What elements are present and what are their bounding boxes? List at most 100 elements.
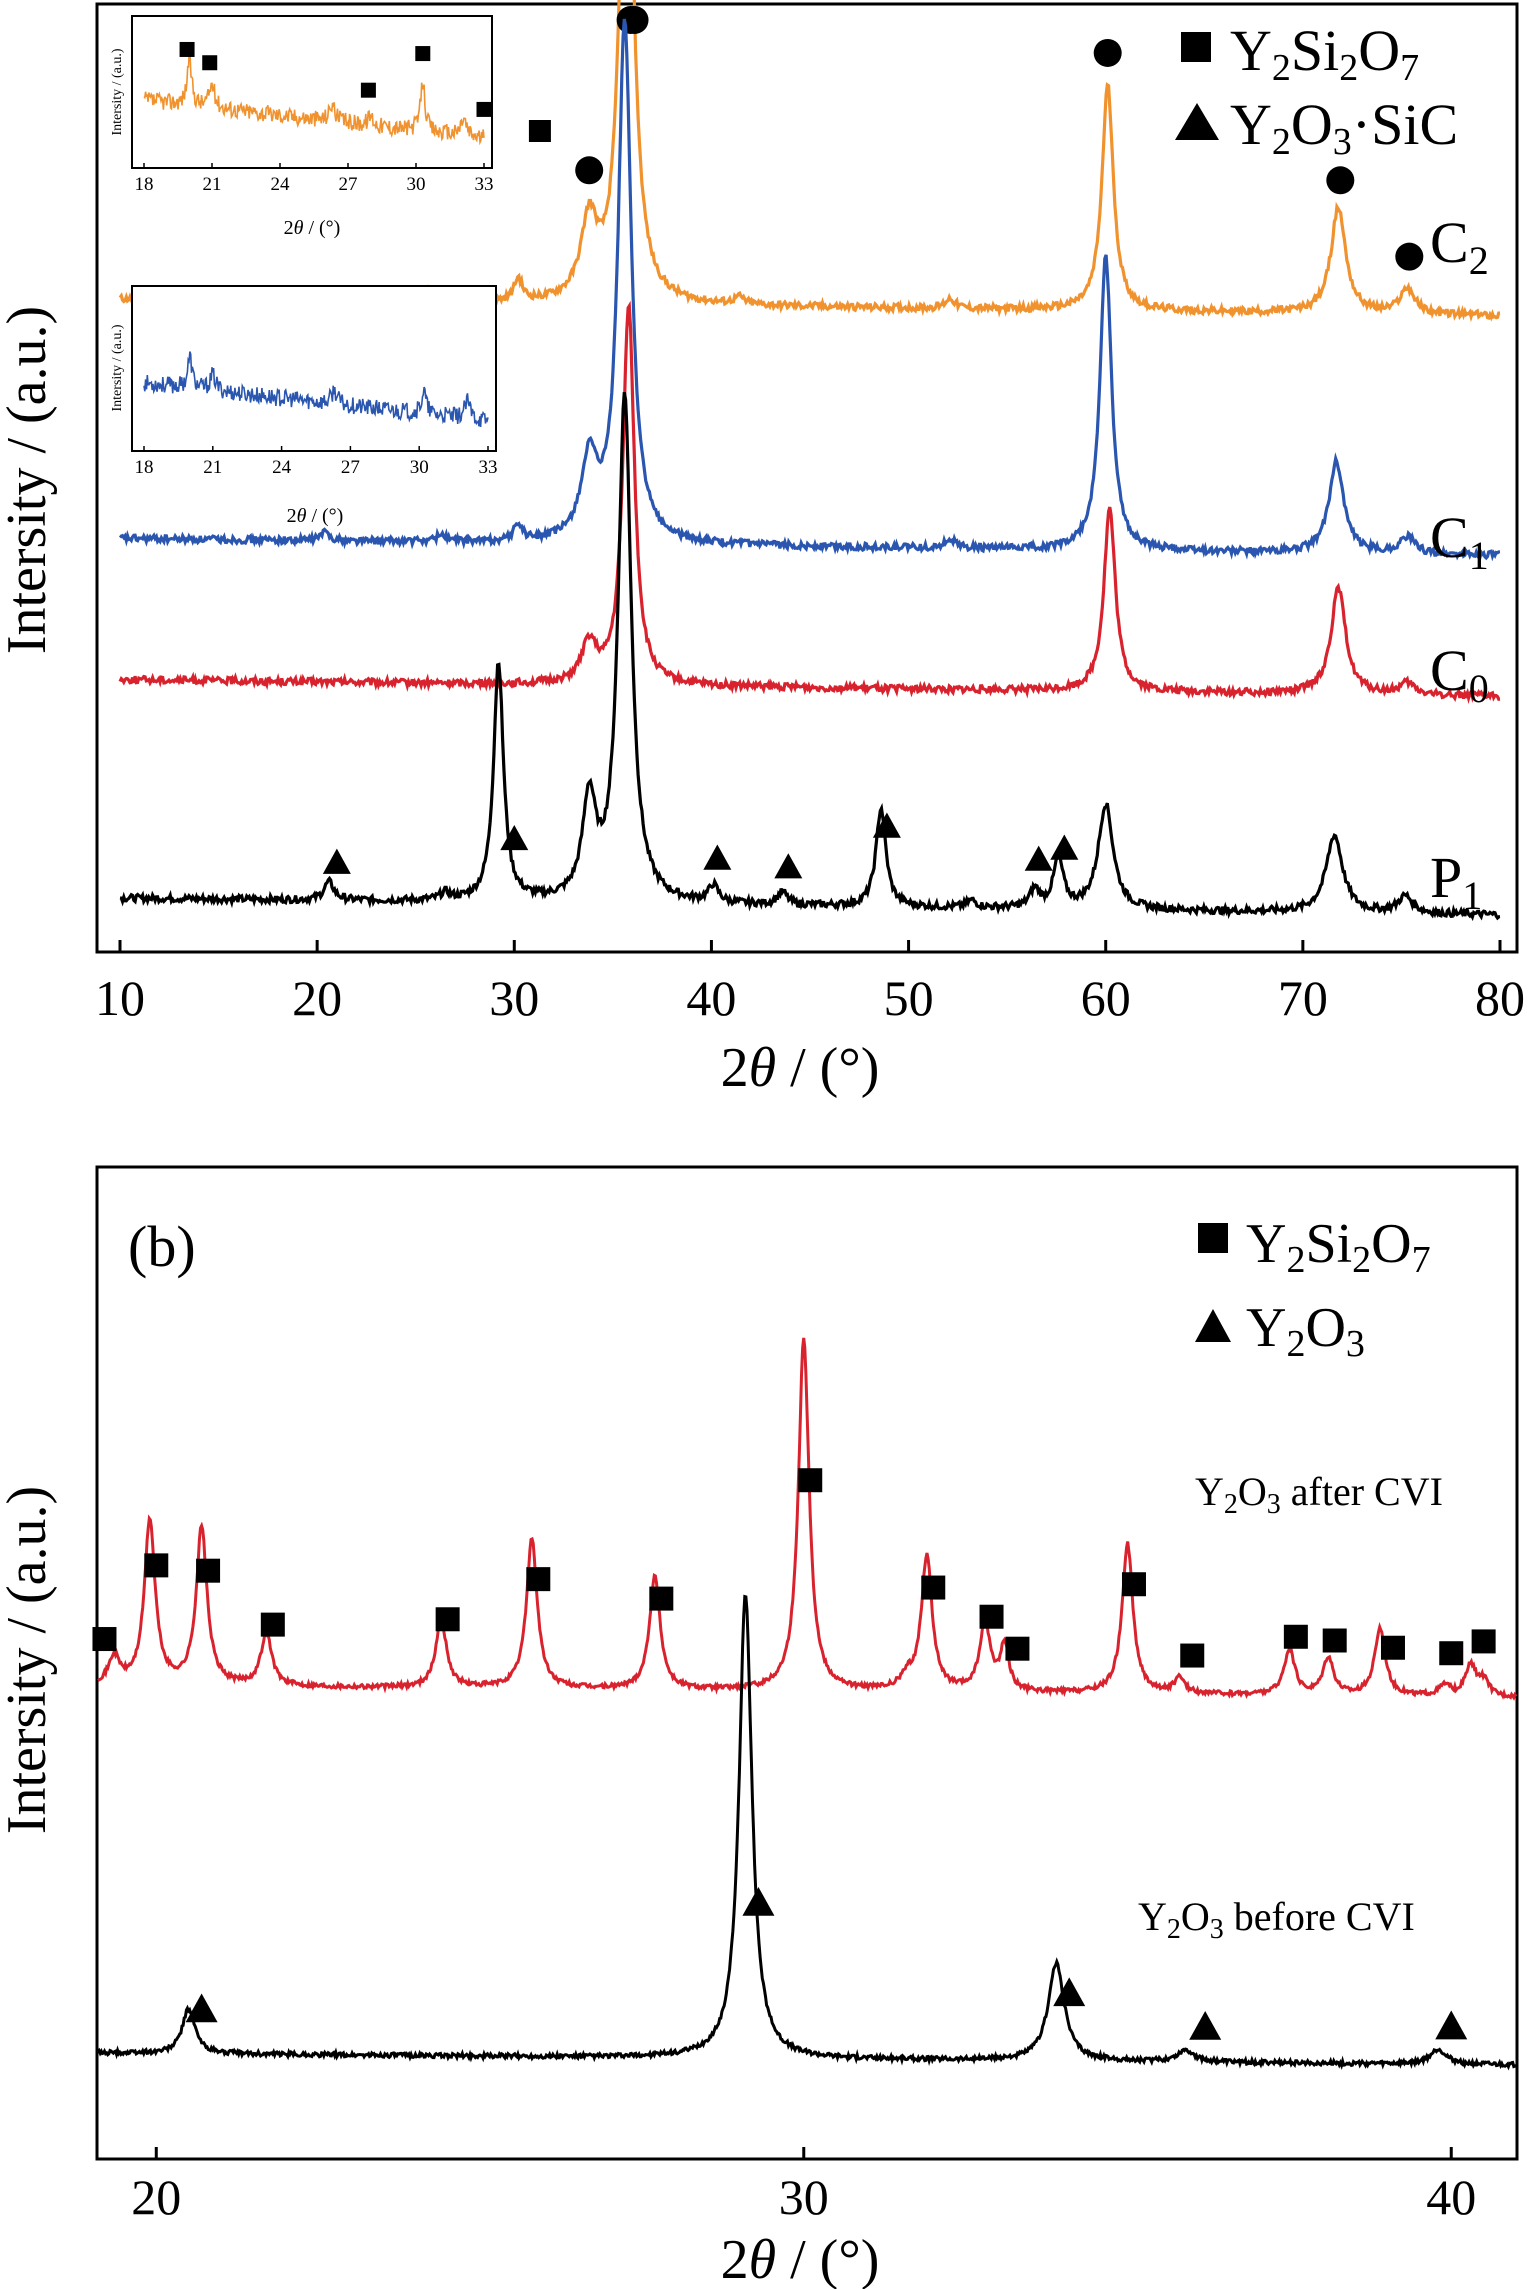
triangle-marker xyxy=(1050,834,1079,860)
square-marker xyxy=(1005,1636,1030,1661)
x-tick-label: 10 xyxy=(95,970,145,1026)
panel-a-plot-area xyxy=(118,0,1501,922)
legend-b-square-label: Y2Si2O7 xyxy=(1246,1213,1431,1281)
triangle-marker xyxy=(703,844,732,870)
panel-a: 10 20 30 40 50 60 70 80 2θ / (°) Intersity / (a… xyxy=(0,0,1525,1099)
x-tick-label: 30 xyxy=(779,2169,829,2225)
inset-x-tick-label: 30 xyxy=(410,457,429,478)
square-marker xyxy=(1121,1572,1146,1597)
inset-c2: 18 21 24 27 30 33 Intersity / (a.u.) 2θ / (°) xyxy=(110,15,494,239)
inset-x-tick-label: 33 xyxy=(475,174,494,195)
square-marker xyxy=(798,1468,823,1493)
inset-square-marker xyxy=(202,55,218,71)
x-tick-label: 70 xyxy=(1278,970,1328,1026)
inset-x-tick-label: 18 xyxy=(135,457,154,478)
inset-c2-y-label: Intersity / (a.u.) xyxy=(110,48,125,135)
panel-b-y-axis-label: Intersity / (a.u.) xyxy=(0,1486,58,1834)
trace-p1 xyxy=(119,392,1501,922)
legend-b-triangle-marker xyxy=(1195,1309,1231,1342)
x-tick-label: 30 xyxy=(489,970,539,1026)
triangle-marker xyxy=(1024,845,1053,871)
panel-b: 20 30 40 (b) 2θ / (°) Intersity / (a.u.) Y… xyxy=(0,1165,1519,2289)
x-tick-label: 60 xyxy=(1081,970,1131,1026)
circle-marker xyxy=(620,6,649,34)
panel-b-x-ticks: 20 30 40 xyxy=(131,2147,1476,2225)
inset-square-marker xyxy=(179,41,195,57)
triangle-marker xyxy=(742,1886,775,1916)
panel-a-x-ticks: 10 20 30 40 50 60 70 80 xyxy=(95,940,1525,1026)
inset-trace xyxy=(143,351,489,427)
inset-square-marker xyxy=(476,101,492,117)
legend-square-label: Y2Si2O7 xyxy=(1230,18,1419,89)
inset-x-tick-label: 24 xyxy=(271,174,291,195)
square-marker xyxy=(92,1627,117,1652)
legend-b-square-marker xyxy=(1198,1223,1228,1253)
trace-label-c1: C1 xyxy=(1430,505,1489,578)
trace-label-p1: P1 xyxy=(1430,845,1482,918)
triangle-marker xyxy=(1053,1977,1086,2007)
panel-b-legend: Y2Si2O7 Y2O3 xyxy=(1195,1213,1431,1365)
trace-c0 xyxy=(118,300,1501,705)
inset-x-tick-label: 27 xyxy=(341,457,360,478)
legend-square-marker xyxy=(1181,32,1211,62)
inset-c1-plot xyxy=(143,351,489,427)
square-marker xyxy=(649,1586,674,1611)
triangle-marker xyxy=(185,1993,218,2023)
inset-c1-x-label: 2θ / (°) xyxy=(287,505,344,527)
inset-c1-ticks: 18 21 24 27 30 33 xyxy=(135,446,498,478)
circle-marker xyxy=(1395,242,1424,271)
trace-label-c0: C0 xyxy=(1430,638,1489,711)
square-marker xyxy=(1283,1624,1308,1649)
square-marker xyxy=(196,1558,221,1583)
x-tick-label: 20 xyxy=(292,970,342,1026)
square-marker xyxy=(435,1607,460,1632)
legend-triangle-marker xyxy=(1175,103,1219,140)
trace-before-cvi xyxy=(96,1594,1517,2071)
panel-b-x-axis-label: 2θ / (°) xyxy=(721,2229,880,2289)
triangle-marker xyxy=(1189,2010,1222,2040)
square-marker xyxy=(528,120,551,142)
triangle-marker xyxy=(872,812,901,838)
inset-x-tick-label: 21 xyxy=(203,457,222,478)
square-marker xyxy=(1180,1643,1205,1668)
square-marker xyxy=(1439,1641,1464,1666)
circle-marker xyxy=(1326,166,1355,195)
inset-x-tick-label: 18 xyxy=(135,174,154,195)
x-tick-label: 80 xyxy=(1475,970,1525,1026)
triangle-marker xyxy=(500,824,529,851)
inset-x-tick-label: 30 xyxy=(407,174,426,195)
panel-a-frame xyxy=(95,2,1519,954)
circle-marker xyxy=(575,156,604,185)
trace-after-cvi xyxy=(97,1337,1518,1701)
panel-a-legend: Y2Si2O7 Y2O3·SiC xyxy=(1175,18,1458,163)
legend-triangle-label: Y2O3·SiC xyxy=(1230,92,1458,163)
inset-x-tick-label: 24 xyxy=(272,457,292,478)
square-marker xyxy=(1322,1628,1347,1653)
panel-a-x-axis-label: 2θ / (°) xyxy=(721,1037,880,1099)
inset-c1-y-label: Intersity / (a.u.) xyxy=(110,324,125,411)
square-marker xyxy=(979,1604,1004,1629)
square-marker xyxy=(1471,1629,1496,1654)
panel-b-frame xyxy=(95,1165,1519,2161)
inset-c2-x-label: 2θ / (°) xyxy=(284,217,341,239)
square-marker xyxy=(144,1553,169,1578)
panel-b-plot-area xyxy=(92,1337,1518,2071)
triangle-marker xyxy=(774,853,803,879)
inset-c2-plot xyxy=(143,41,492,146)
x-tick-label: 40 xyxy=(1426,2169,1476,2225)
inset-c2-ticks: 18 21 24 27 30 33 xyxy=(135,163,494,195)
x-tick-label: 40 xyxy=(686,970,736,1026)
inset-trace xyxy=(143,50,485,146)
x-tick-label: 50 xyxy=(884,970,934,1026)
square-marker xyxy=(260,1612,285,1637)
trace-label-before-cvi: Y2O3 before CVI xyxy=(1138,1894,1415,1945)
square-marker xyxy=(1380,1635,1405,1660)
inset-square-marker xyxy=(415,46,431,62)
inset-c2-frame xyxy=(131,15,493,169)
inset-square-marker xyxy=(360,82,376,98)
inset-x-tick-label: 21 xyxy=(203,174,222,195)
inset-c1-frame xyxy=(131,285,497,452)
trace-label-c2: C2 xyxy=(1430,210,1489,283)
inset-x-tick-label: 27 xyxy=(339,174,358,195)
